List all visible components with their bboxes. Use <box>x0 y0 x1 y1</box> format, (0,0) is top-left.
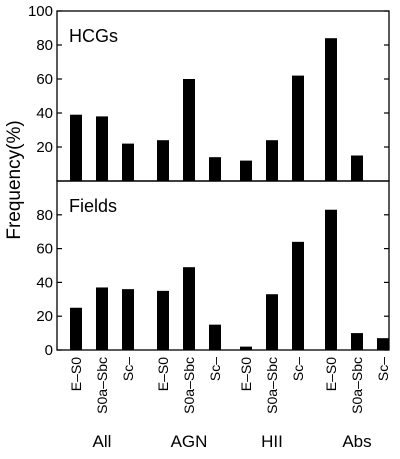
category-label: Sc– <box>207 357 223 381</box>
y-tick-label: 60 <box>36 71 53 88</box>
bar-fields-agn-3 <box>209 324 221 350</box>
bar-fields-abs-1 <box>325 209 337 350</box>
y-tick-label: 80 <box>36 37 53 54</box>
group-label-agn: AGN <box>171 432 208 451</box>
y-tick-label: 40 <box>36 105 53 122</box>
category-label: S0a–Sbc <box>94 357 110 414</box>
group-label-abs: Abs <box>342 432 371 451</box>
bar-hcgs-abs-1 <box>325 38 337 182</box>
category-label: E–S0 <box>68 357 84 391</box>
bar-fields-hii-2 <box>266 294 278 350</box>
bar-hcgs-agn-1 <box>157 140 169 181</box>
panel-hcgs: 20 40 60 80 100 HCGs <box>28 3 390 182</box>
bar-fields-hii-3 <box>292 241 304 350</box>
category-label: Sc– <box>120 357 136 381</box>
bar-hcgs-all-1 <box>70 114 82 181</box>
category-label: E–S0 <box>155 357 171 391</box>
panel-title: Fields <box>69 196 117 216</box>
bar-hcgs-hii-1 <box>240 160 252 181</box>
bar-fields-agn-2 <box>183 267 195 350</box>
y-tick-label: 20 <box>36 308 53 325</box>
bar-hcgs-hii-3 <box>292 75 304 181</box>
category-label: E–S0 <box>323 357 339 391</box>
y-tick-label: 0 <box>45 342 53 359</box>
category-label: Sc– <box>375 357 391 381</box>
y-axis-label: Frequency(%) <box>4 120 25 239</box>
panel-title: HCGs <box>69 26 118 46</box>
y-tick-label: 20 <box>36 139 53 156</box>
panels: 20 40 60 80 100 HCGs 0 20 40 60 80 Fields <box>28 3 390 359</box>
group-label-hii: HII <box>261 432 283 451</box>
category-label: E–S0 <box>238 357 254 391</box>
category-label: S0a–Sbc <box>349 357 365 414</box>
bar-fields-hii-1 <box>240 346 252 350</box>
y-tick-label: 100 <box>28 3 53 20</box>
bar-hcgs-all-3 <box>122 143 134 181</box>
bar-fields-agn-1 <box>157 290 169 350</box>
category-label: S0a–Sbc <box>264 357 280 414</box>
group-labels: All AGN HII Abs <box>93 432 372 451</box>
bar-fields-all-1 <box>70 307 82 350</box>
bar-fields-abs-2 <box>351 333 363 350</box>
bar-hcgs-abs-2 <box>351 155 363 181</box>
group-label-all: All <box>93 432 112 451</box>
bar-fields-abs-3 <box>377 338 389 350</box>
y-tick-label: 80 <box>36 207 53 224</box>
y-tick-label: 40 <box>36 274 53 291</box>
panel-frame <box>56 180 390 351</box>
category-labels: E–S0 S0a–Sbc Sc– E–S0 S0a–Sbc Sc– E–S0 S0a–Sbc S… <box>68 357 391 414</box>
panel-fields: 0 20 40 60 80 Fields <box>36 180 390 359</box>
y-tick-label: 60 <box>36 241 53 258</box>
category-label: Sc– <box>290 357 306 381</box>
bar-hcgs-agn-3 <box>209 157 221 181</box>
category-label: S0a–Sbc <box>181 357 197 414</box>
bar-fields-all-2 <box>96 287 108 350</box>
bar-hcgs-agn-2 <box>183 79 195 181</box>
bar-fields-all-3 <box>122 289 134 350</box>
bar-hcgs-hii-2 <box>266 140 278 181</box>
bar-hcgs-all-2 <box>96 116 108 181</box>
